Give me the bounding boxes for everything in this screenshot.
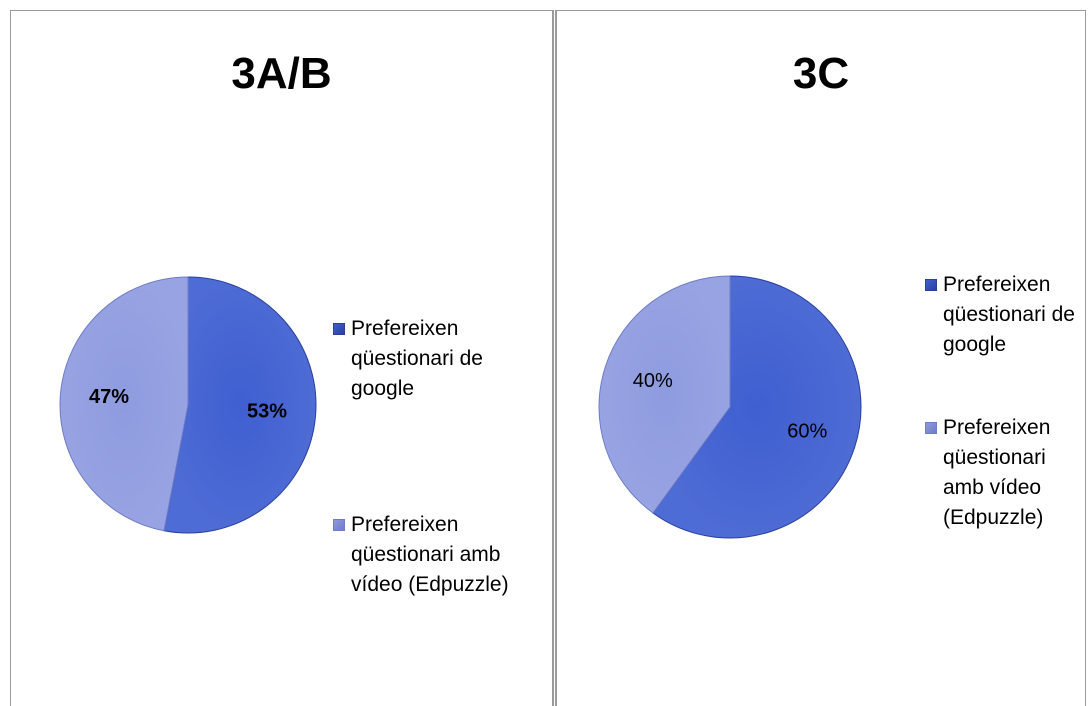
pie-label-edpuzzle: 47% [89, 386, 129, 408]
pie-chart-3c: 60% 40% [598, 275, 862, 539]
pie-slice-edpuzzle [598, 275, 731, 514]
pie-label-edpuzzle: 40% [633, 370, 673, 392]
legend-swatch-google [333, 323, 345, 335]
legend-label-google: Prefereixen qüestionari de google [943, 273, 1075, 356]
chart-title-3ab: 3A/B [231, 49, 332, 98]
legend-label-google: Prefereixen qüestionari de google [351, 317, 483, 400]
legend-label-edpuzzle: Prefereixen qüestionari amb vídeo (Edpuz… [943, 416, 1051, 529]
pie-slice-edpuzzle [59, 276, 189, 532]
pie-label-google: 60% [787, 420, 827, 442]
pie-slice-google [652, 275, 862, 539]
legend-swatch-edpuzzle [925, 422, 937, 434]
legend-swatch-edpuzzle [333, 519, 345, 531]
legend-label-edpuzzle: Prefereixen qüestionari amb vídeo (Edpuz… [351, 513, 509, 596]
pie-chart-3ab: 53% 47% [59, 276, 317, 534]
chart-title-3c: 3C [792, 49, 850, 98]
legend-3c: Prefereixen qüestionari de google Prefer… [925, 270, 1085, 590]
legend-swatch-google [925, 279, 937, 291]
chart-panel-3ab: 3A/B 53% 47% Prefereixen qüestionari de g… [10, 10, 553, 706]
pie-slice-google [163, 276, 317, 534]
pie-label-google: 53% [247, 401, 287, 423]
chart-panel-3c: 3C 60% 40% Prefereixen qüestionari de goo… [556, 10, 1086, 706]
panel-divider [553, 10, 556, 706]
legend-3ab: Prefereixen qüestionari de google Prefer… [333, 314, 543, 614]
